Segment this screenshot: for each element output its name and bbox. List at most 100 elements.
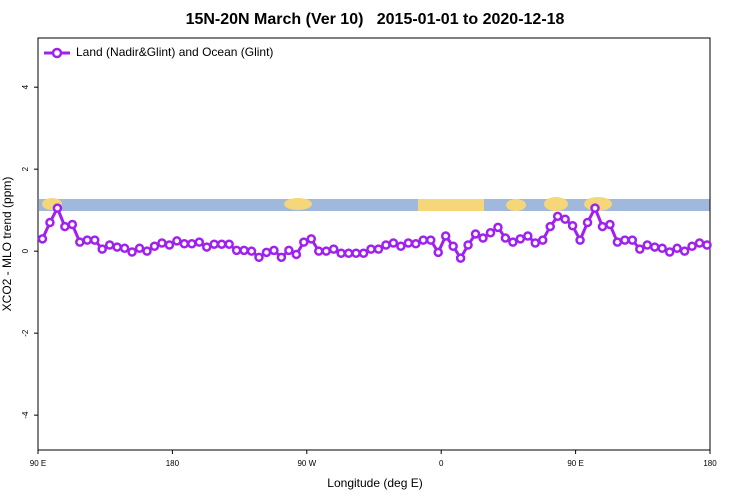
data-point	[500, 233, 511, 243]
data-point	[187, 239, 197, 249]
data-point	[89, 235, 100, 245]
data-point	[82, 235, 93, 245]
data-point	[373, 244, 384, 254]
data-point	[201, 242, 212, 252]
data-point	[537, 235, 548, 245]
land-shape	[284, 198, 312, 210]
data-point	[224, 239, 234, 249]
data-point	[60, 221, 70, 232]
data-point	[590, 203, 600, 213]
data-point	[254, 252, 264, 263]
data-point	[246, 246, 257, 256]
data-point	[313, 246, 324, 256]
x-tick-label: 90 E	[567, 459, 583, 468]
data-point	[112, 242, 122, 252]
data-point	[388, 238, 399, 248]
data-point	[597, 221, 608, 232]
x-tick-label: 0	[439, 459, 444, 468]
data-point	[672, 243, 682, 254]
data-point	[679, 246, 690, 256]
y-axis-label: XCO2 - MLO trend (ppm)	[0, 177, 14, 312]
y-tick-label: 4	[21, 84, 30, 89]
data-point	[276, 252, 287, 263]
data-point	[694, 238, 705, 248]
data-point	[440, 231, 451, 241]
data-point	[620, 235, 630, 245]
data-point	[194, 237, 205, 247]
data-point	[478, 233, 488, 243]
data-point	[560, 214, 570, 224]
data-point	[463, 240, 473, 250]
data-point	[127, 247, 137, 257]
data-point	[605, 219, 615, 230]
data-point	[179, 239, 190, 249]
data-point	[45, 217, 55, 228]
data-point	[299, 237, 309, 247]
data-point	[664, 247, 675, 257]
data-point	[306, 234, 317, 244]
data-point	[403, 238, 414, 248]
legend-marker	[51, 47, 63, 59]
map-strip	[39, 197, 710, 211]
data-point	[455, 253, 466, 263]
x-tick-label: 90 W	[297, 459, 316, 468]
data-point	[209, 239, 219, 249]
y-tick-label: 2	[21, 166, 30, 171]
data-point	[321, 246, 331, 256]
data-point	[523, 231, 533, 241]
data-point	[433, 247, 443, 258]
data-point	[67, 219, 78, 230]
x-axis-label: Longitude (deg E)	[327, 476, 422, 490]
data-point	[582, 217, 593, 228]
data-point	[97, 244, 107, 254]
data-point	[157, 238, 167, 248]
x-tick-label: 180	[166, 459, 180, 468]
data-point	[515, 234, 526, 244]
data-point	[343, 248, 354, 258]
data-point	[142, 246, 152, 256]
data-point	[381, 240, 391, 250]
data-point	[104, 240, 115, 250]
legend-label: Land (Nadir&Glint) and Ocean (Glint)	[76, 45, 273, 59]
data-point	[418, 235, 429, 245]
data-point	[552, 211, 563, 222]
data-point	[612, 237, 623, 247]
data-point	[261, 247, 272, 258]
data-point	[485, 227, 496, 238]
data-point	[336, 248, 346, 258]
data-point	[687, 241, 697, 252]
data-point	[269, 245, 279, 256]
data-point	[172, 236, 182, 246]
data-point	[657, 243, 667, 254]
data-point	[216, 239, 227, 249]
land-shape	[506, 199, 526, 211]
x-tick-label: 180	[703, 459, 717, 468]
data-point	[545, 221, 555, 232]
data-point	[328, 244, 339, 254]
data-point	[75, 237, 85, 247]
data-point	[567, 221, 578, 231]
data-point	[575, 235, 585, 245]
data-point	[493, 222, 503, 233]
data-point	[358, 248, 369, 258]
data-point	[702, 240, 712, 250]
data-point	[284, 245, 294, 256]
data-point	[52, 203, 63, 213]
chart-title: 15N-20N March (Ver 10) 2015-01-01 to 202…	[186, 11, 565, 28]
data-point	[231, 245, 242, 256]
land-shape	[418, 199, 484, 211]
data-point	[164, 240, 175, 250]
data-point	[351, 248, 361, 258]
data-point	[37, 234, 48, 244]
data-point	[291, 249, 302, 260]
data-point	[649, 242, 660, 252]
y-tick-label: -4	[21, 411, 30, 419]
data-point	[448, 241, 458, 252]
data-point	[149, 241, 160, 252]
y-tick-label: -2	[21, 329, 30, 337]
x-tick-label: 90 E	[30, 459, 46, 468]
data-point	[119, 243, 130, 254]
data-point	[425, 235, 436, 245]
y-tick-label: 0	[21, 248, 30, 253]
